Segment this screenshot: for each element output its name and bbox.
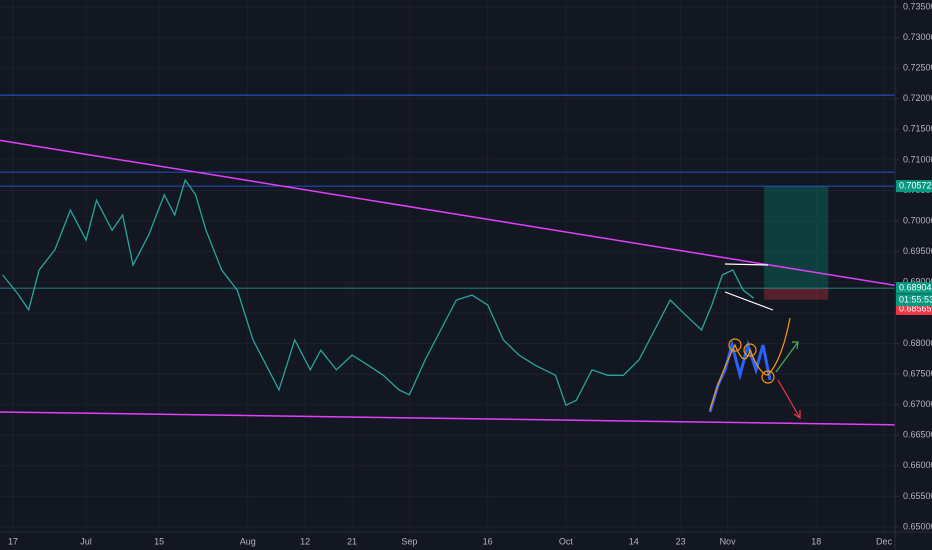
price-line — [2, 178, 755, 407]
price-label-box — [896, 282, 932, 295]
price-label-box — [896, 180, 932, 193]
pattern-sketch — [708, 263, 801, 420]
x-tick-label: 16 — [483, 536, 493, 546]
x-tick-label: 18 — [811, 536, 821, 546]
x-tick-label: 14 — [629, 536, 639, 546]
down-arrow — [777, 379, 801, 420]
trendline — [0, 411, 896, 426]
wedge-line — [724, 291, 774, 311]
x-tick-label: Oct — [559, 536, 574, 546]
trendline — [0, 139, 896, 287]
sketch-circle — [761, 370, 775, 384]
x-tick-label: 23 — [676, 536, 686, 546]
countdown-box — [896, 294, 932, 307]
x-tick-label: Dec — [876, 536, 893, 546]
price-label: 0.70572 — [899, 180, 932, 190]
x-tick-label: Jul — [80, 536, 92, 546]
x-tick-label: 17 — [8, 536, 18, 546]
x-tick-label: Aug — [240, 536, 256, 546]
x-tick-label: 21 — [347, 536, 357, 546]
up-arrow — [775, 341, 799, 373]
x-tick-label: Nov — [720, 536, 737, 546]
sketch-curve — [709, 317, 791, 411]
x-tick-label: Sep — [401, 536, 417, 546]
x-tick-label: 12 — [300, 536, 310, 546]
price-label: 0.68565 — [899, 303, 932, 313]
sketch-circle — [728, 338, 742, 352]
price-label: 0.68904 — [899, 283, 932, 293]
y-tick-label: 0.73500 — [903, 1, 932, 11]
target-zone — [764, 186, 829, 289]
plot-area — [0, 94, 896, 426]
sketch-circle — [743, 343, 757, 357]
wedge-line — [724, 263, 769, 266]
stop-zone — [764, 288, 829, 300]
countdown: 01:55:53 — [899, 295, 932, 305]
x-tick-label: 15 — [154, 536, 164, 546]
